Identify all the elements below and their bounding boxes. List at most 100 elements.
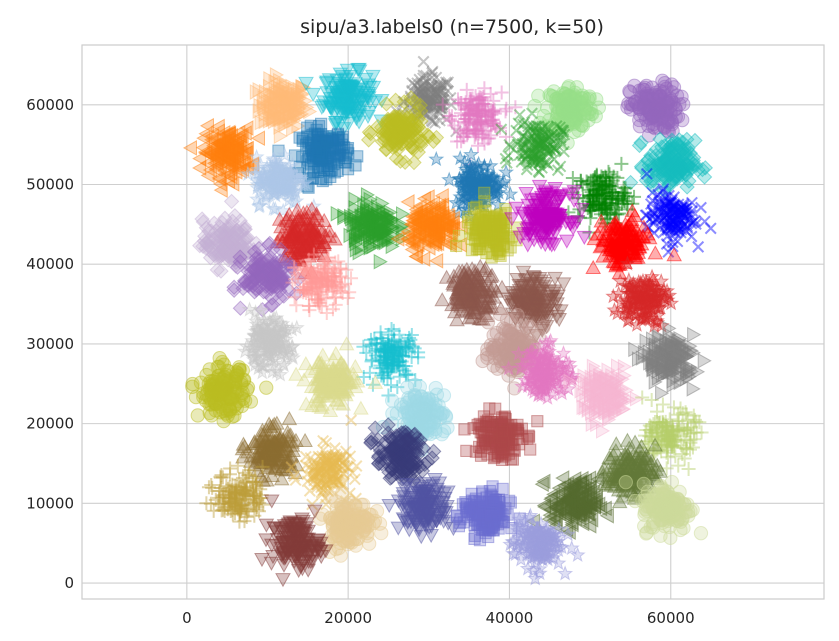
scatter-point — [434, 85, 447, 98]
scatter-point — [437, 93, 450, 106]
scatter-point — [468, 107, 483, 122]
scatter-point — [468, 127, 483, 142]
scatter-point — [468, 102, 483, 117]
scatter-point — [310, 136, 323, 149]
scatter-point — [431, 80, 444, 93]
scatter-point — [450, 125, 462, 138]
scatter-point — [185, 379, 200, 394]
scatter-point — [473, 107, 488, 122]
scatter-point — [470, 117, 485, 132]
scatter-point — [493, 245, 506, 258]
scatter-point — [488, 119, 503, 134]
scatter-point — [464, 98, 479, 113]
scatter-point — [451, 92, 466, 107]
scatter-point — [480, 315, 496, 330]
scatter-point — [468, 124, 483, 139]
scatter-point — [485, 104, 500, 119]
scatter-point — [351, 64, 368, 79]
scatter-point — [304, 119, 317, 132]
scatter-point — [508, 100, 523, 115]
scatter-point — [450, 239, 463, 253]
scatter-point — [472, 108, 487, 123]
scatter-point — [428, 89, 441, 102]
scatter-point — [465, 91, 480, 106]
scatter-point — [431, 87, 444, 100]
scatter-point — [462, 108, 477, 123]
scatter-point — [473, 98, 488, 113]
scatter-point — [484, 107, 499, 122]
scatter-point — [474, 93, 489, 108]
scatter-point — [437, 89, 450, 102]
scatter-point — [475, 96, 490, 111]
scatter-point — [458, 98, 473, 113]
scatter-point — [348, 112, 365, 127]
scatter-point — [434, 101, 447, 114]
scatter-point — [433, 114, 446, 127]
scatter-point — [336, 133, 349, 146]
scatter-point — [225, 392, 240, 407]
scatter-point — [452, 125, 467, 140]
scatter-point — [463, 91, 478, 106]
scatter-point — [471, 109, 486, 124]
scatter-point — [341, 84, 357, 99]
scatter-point — [466, 97, 481, 112]
scatter-point — [319, 75, 335, 90]
scatter-point — [216, 357, 232, 372]
scatter-point — [563, 105, 579, 120]
scatter-point — [467, 103, 482, 118]
scatter-point — [416, 82, 429, 95]
scatter-point — [408, 101, 421, 114]
scatter-point — [475, 91, 490, 106]
scatter-point — [440, 77, 453, 90]
scatter-point — [468, 122, 483, 137]
scatter-point — [423, 100, 436, 113]
scatter-point — [490, 122, 505, 137]
scatter-point — [415, 80, 428, 93]
scatter-point — [442, 108, 457, 123]
scatter-point — [474, 116, 489, 131]
scatter-point — [431, 88, 444, 101]
scatter-point — [458, 95, 473, 110]
scatter-point — [397, 95, 410, 108]
scatter-point — [406, 77, 419, 90]
scatter-point — [315, 117, 328, 130]
scatter-point — [426, 115, 439, 128]
scatter-point — [675, 112, 690, 128]
scatter-point — [413, 85, 426, 98]
scatter-point — [456, 114, 471, 129]
scatter-point — [637, 83, 652, 98]
scatter-point — [470, 138, 485, 153]
scatter-point — [441, 84, 454, 97]
scatter-point — [432, 78, 445, 91]
scatter-point — [482, 131, 497, 146]
scatter-point — [471, 105, 486, 120]
scatter-point — [305, 87, 321, 102]
scatter-point — [471, 103, 486, 118]
scatter-point — [426, 66, 439, 79]
scatter-point — [503, 314, 519, 329]
scatter-point — [464, 106, 479, 121]
scatter-point — [456, 129, 471, 144]
scatter-point — [335, 95, 351, 110]
scatter-point — [473, 116, 488, 131]
scatter-point — [266, 111, 281, 128]
scatter-point — [454, 134, 469, 149]
scatter-point — [485, 232, 498, 245]
scatter-point — [419, 99, 432, 112]
scatter-point — [413, 73, 426, 86]
scatter-point — [433, 107, 446, 120]
scatter-point — [470, 105, 485, 120]
scatter-point — [472, 90, 487, 105]
scatter-point — [470, 103, 485, 118]
scatter-point — [428, 94, 441, 107]
scatter-point — [522, 319, 537, 335]
scatter-point — [430, 99, 443, 112]
scatter-point — [493, 120, 508, 135]
scatter-point — [351, 108, 368, 123]
scatter-point — [476, 118, 491, 133]
scatter-point — [439, 76, 452, 89]
scatter-point — [420, 94, 433, 107]
scatter-point — [468, 103, 483, 118]
